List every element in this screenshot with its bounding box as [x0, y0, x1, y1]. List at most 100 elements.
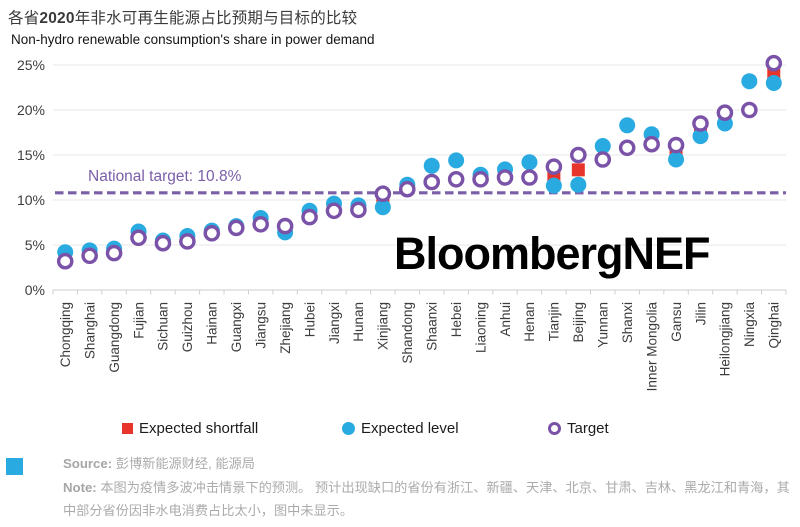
x-label-yunnan: Yunnan — [596, 302, 611, 348]
x-label-xinjiang: Xinjiang — [376, 302, 391, 350]
expected-dot-xinjiang — [374, 199, 391, 216]
target-ring-gansu — [667, 136, 685, 154]
x-label-shaanxi: Shaanxi — [425, 302, 440, 351]
target-ring-liaoning — [472, 170, 489, 188]
x-label-gansu: Gansu — [669, 302, 684, 342]
y-tick-label-0: 0% — [25, 282, 45, 298]
national-target-label: National target: 10.8% — [88, 168, 242, 185]
target-ring-ningxia — [741, 101, 758, 119]
legend-label: Target — [567, 420, 609, 437]
x-label-shanxi: Shanxi — [620, 302, 635, 343]
x-label-chongqing: Chongqing — [58, 302, 73, 367]
x-label-qinghai: Qinghai — [767, 302, 782, 349]
target-ring-hubei — [301, 208, 318, 226]
target-ring-zhejiang — [276, 217, 294, 235]
target-ring-tianjin — [545, 158, 563, 175]
target-ring-hainan — [203, 224, 221, 242]
note-text: 本图为疫情多波冲击情景下的预测。 预计出现缺口的省份有浙江、新疆、天津、北京、甘… — [63, 479, 790, 519]
x-label-hebei: Hebei — [449, 302, 464, 337]
target-ring-guangxi — [227, 219, 245, 237]
y-tick-label-10: 10% — [17, 192, 45, 208]
expected-dot-tianjin — [545, 177, 562, 194]
expected-dot-qinghai — [765, 75, 782, 91]
y-tick-label-5: 5% — [25, 237, 45, 253]
source-label: Source: — [63, 456, 113, 471]
x-label-anhui: Anhui — [498, 302, 513, 337]
source-text: 彭博新能源财经, 能源局 — [112, 456, 255, 471]
target-ring-jiangsu — [252, 215, 269, 233]
target-ring-shanxi — [618, 139, 636, 157]
expected-dot-ningxia — [741, 73, 758, 90]
target-ring-hebei — [447, 170, 465, 188]
expected-dot-shaanxi — [423, 157, 440, 174]
x-label-jiangsu: Jiangsu — [253, 302, 268, 349]
page-title: 各省2020年非水可再生能源占比预期与目标的比较 — [8, 6, 357, 28]
legend-item-target: Target — [548, 420, 609, 437]
expected-dot-yunnan — [594, 138, 611, 154]
target-ring-inner-mongolia — [643, 135, 660, 153]
x-label-hunan: Hunan — [351, 302, 366, 342]
expected-dot-shanxi — [619, 117, 636, 134]
legend-label: Expected shortfall — [139, 420, 259, 437]
source-note-text: Source: 彭博新能源财经, 能源局 Note: 本图为疫情多波冲击情景下的… — [63, 452, 795, 523]
x-label-guizhou: Guizhou — [180, 302, 195, 352]
scatter-chart: 0% 5% 10% 15% 20% 25% National target: 10.8% Ch… — [17, 54, 787, 392]
target-ring-henan — [521, 169, 538, 186]
expected-dot-beijing — [570, 176, 587, 193]
x-label-tianjin: Tianjin — [547, 302, 562, 341]
title-suffix: 年非水可再生能源占比预期与目标的比较 — [74, 10, 358, 27]
x-label-hainan: Hainan — [205, 302, 220, 345]
target-ring-shaanxi — [423, 173, 441, 191]
x-label-heilongjiang: Heilongjiang — [718, 302, 733, 376]
target-ring-anhui — [496, 169, 514, 186]
expected-dot-gansu — [668, 151, 685, 168]
target-ring-icon — [548, 422, 561, 435]
shortfall-square-icon — [122, 423, 133, 434]
target-ring-shanghai — [81, 247, 98, 265]
x-label-hubei: Hubei — [302, 302, 317, 337]
legend-label: Expected level — [361, 420, 459, 437]
x-label-guangxi: Guangxi — [229, 302, 244, 352]
expected-dot-jilin — [692, 128, 709, 145]
x-label-shandong: Shandong — [400, 302, 415, 364]
title-year: 2020 — [39, 10, 75, 27]
x-label-beijing: Beijing — [571, 302, 586, 343]
note-label: Note: — [63, 479, 97, 495]
chart-subtitle: Non-hydro renewable consumption's share … — [11, 32, 375, 47]
target-ring-shandong — [398, 180, 416, 198]
x-label-jilin: Jilin — [693, 302, 708, 325]
shortfall-square-beijing — [571, 163, 585, 177]
target-ring-yunnan — [594, 151, 612, 168]
target-ring-xinjiang — [374, 185, 392, 202]
target-ring-sichuan — [154, 234, 172, 252]
x-label-shanghai: Shanghai — [82, 302, 97, 359]
x-label-guangdong: Guangdong — [107, 302, 122, 373]
target-ring-guizhou — [179, 233, 196, 250]
y-tick-label-20: 20% — [17, 102, 45, 118]
x-label-liaoning: Liaoning — [473, 302, 488, 353]
target-ring-fujian — [130, 229, 147, 247]
x-label-sichuan: Sichuan — [156, 302, 171, 351]
target-ring-beijing — [570, 146, 587, 164]
expected-dot-hebei — [448, 152, 465, 169]
y-tick-label-15: 15% — [17, 147, 45, 163]
expected-dot-henan — [521, 154, 538, 171]
target-ring-jilin — [692, 115, 709, 132]
x-label-fujian: Fujian — [131, 302, 146, 339]
target-ring-jiangxi — [325, 202, 343, 220]
target-ring-hunan — [350, 201, 367, 219]
target-ring-chongqing — [56, 252, 74, 270]
x-label-inner-mongolia: Inner Mongolia — [644, 302, 659, 392]
legend-item-expected-level: Expected level — [342, 420, 459, 437]
title-prefix: 各省 — [8, 10, 40, 27]
bloombergnef-watermark: BloombergNEF — [394, 228, 711, 279]
target-ring-qinghai — [765, 54, 783, 72]
legend-item-expected-shortfall: Expected shortfall — [122, 420, 258, 437]
x-label-jiangxi: Jiangxi — [327, 302, 342, 344]
target-ring-guangdong — [105, 244, 123, 262]
x-label-zhejiang: Zhejiang — [278, 302, 293, 354]
expected-dot-icon — [342, 422, 355, 435]
y-tick-label-25: 25% — [17, 57, 45, 73]
chart-legend: Expected shortfall Expected level Target — [0, 420, 800, 440]
